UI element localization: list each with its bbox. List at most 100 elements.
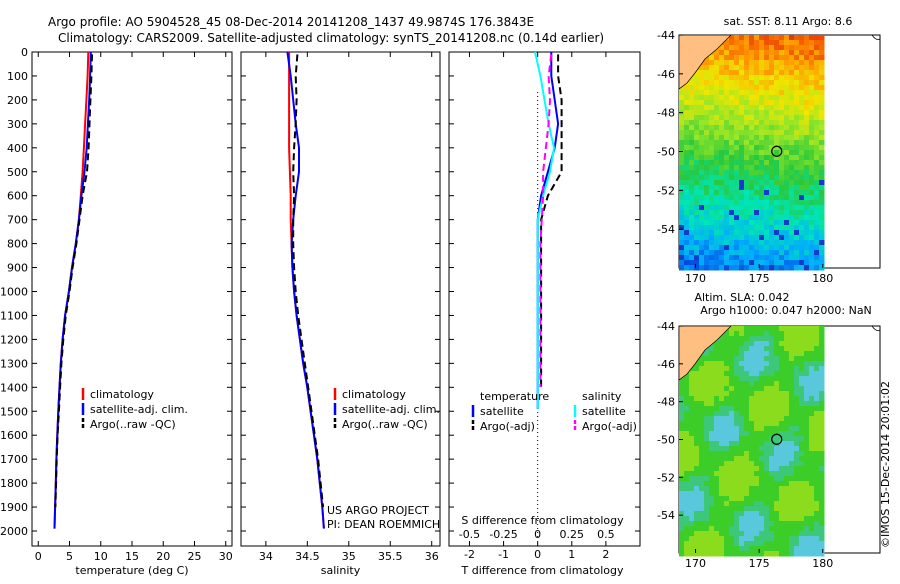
map-cell [704,160,710,166]
map-cell [699,431,705,437]
map-cell [704,536,710,542]
map-cell [714,225,720,231]
map-cell [729,456,735,462]
map-cell [779,70,785,76]
map-cell [719,90,725,96]
map-cell [799,235,805,241]
map-cell [794,396,800,402]
map-cell [739,381,745,387]
map-cell [814,546,820,552]
map-cell [714,361,720,367]
map-cell [734,496,740,502]
map-cell [684,486,690,492]
map-cell [699,255,705,261]
y-tick-label: 500 [7,166,28,179]
map-cell [789,546,795,552]
map-cell [679,250,685,256]
map-cell [729,175,735,181]
map-cell [789,336,795,342]
map-cell [709,210,715,216]
map-cell [754,466,760,472]
map-cell [814,471,820,477]
map-cell [814,426,820,432]
map-cell [814,431,820,437]
map-cell [699,401,705,407]
map-cell [799,215,805,221]
map-cell [754,55,760,61]
map-cell [694,441,700,447]
map-cell [754,105,760,111]
map-cell [764,366,770,372]
map-cell [694,135,700,141]
map-cell [734,185,740,191]
map-cell [819,356,825,362]
map-cell [759,195,765,201]
map-cell [779,60,785,66]
map-cell [814,391,820,397]
map-cell [719,436,725,442]
map-cell [689,230,695,236]
map-cell [724,396,730,402]
map-cell [779,120,785,126]
map-cell [739,336,745,342]
map-cell [789,45,795,51]
map-cell [724,255,730,261]
map-cell [799,381,805,387]
map-cell [684,511,690,517]
map-cell [744,336,750,342]
map-cell [759,65,765,71]
map-cell [734,526,740,532]
map-cell [744,145,750,151]
map-title: sat. SST: 8.11 Argo: 8.6 [724,15,853,28]
map-cell [819,50,825,56]
map-cell [784,506,790,512]
map-cell [754,80,760,86]
map-cell [749,245,755,251]
map-cell [774,120,780,126]
map-cell [739,65,745,71]
map-cell [789,481,795,487]
map-cell [694,245,700,251]
map-cell [719,210,725,216]
map-cell [759,421,765,427]
map-cell [799,526,805,532]
map-cell [714,411,720,417]
map-cell [744,45,750,51]
map-cell [744,541,750,547]
map-cell [774,366,780,372]
map-cell [819,90,825,96]
map-cell [814,45,820,51]
map-cell [734,120,740,126]
map-cell [769,60,775,66]
map-cell [764,331,770,337]
map-cell [689,190,695,196]
map-cell [799,341,805,347]
map-cell [794,526,800,532]
map-cell [709,506,715,512]
map-cell [684,265,690,271]
map-cell [759,35,765,41]
legend-label: satellite [480,405,524,418]
map-cell [814,95,820,101]
map-cell [759,371,765,377]
map-cell [699,260,705,266]
map-cell [794,516,800,522]
map-cell [704,75,710,81]
map-cell [784,426,790,432]
map-cell [729,366,735,372]
map-cell [679,476,685,482]
map-cell [814,120,820,126]
map-cell [754,376,760,382]
map-cell [789,115,795,121]
map-cell [774,190,780,196]
map-cell [709,100,715,106]
map-cell [729,155,735,161]
map-cell [799,466,805,472]
legend-heading: temperature [480,390,549,403]
map-cell [814,150,820,156]
map-cell [789,421,795,427]
map-cell [739,331,745,337]
map-cell [709,546,715,552]
map-cell [729,135,735,141]
map-cell [779,155,785,161]
